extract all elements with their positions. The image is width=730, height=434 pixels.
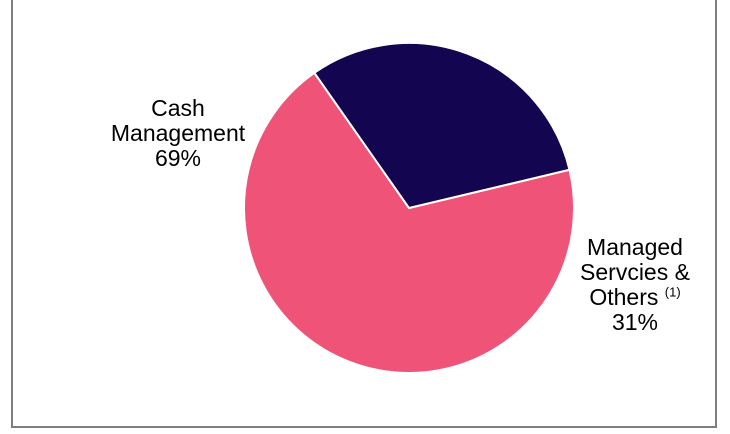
label-managed-services-others: Managed Servcies & Others (1) 31%	[560, 235, 710, 335]
label-line: Others	[589, 284, 659, 310]
label-cash-management: Cash Management 69%	[83, 96, 273, 171]
label-percent: 31%	[611, 309, 659, 335]
footnote-marker: (1)	[664, 284, 681, 300]
label-percent: 69%	[154, 145, 202, 171]
pie-slice-cash-management	[243, 71, 575, 374]
label-line: Servcies &	[580, 259, 690, 285]
label-line: Cash	[151, 95, 205, 121]
label-line: Managed	[587, 234, 683, 260]
pie-slice-managed-services-others	[312, 42, 571, 210]
label-line: Management	[110, 120, 246, 146]
label-line-with-footnote: Others (1)	[560, 285, 710, 310]
